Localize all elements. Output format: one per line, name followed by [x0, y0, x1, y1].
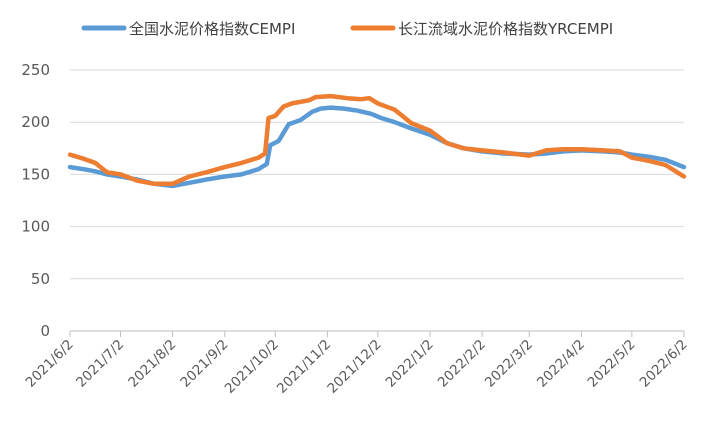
x-axis: 2021/6/22021/7/22021/8/22021/9/22021/10/…	[23, 330, 691, 397]
legend-label-cempi: 全国水泥价格指数CEMPI	[129, 20, 295, 38]
series-line-yrcempi	[67, 93, 687, 187]
x-tick-label: 2022/1/2	[383, 337, 437, 391]
x-tick-label: 2022/5/2	[584, 337, 638, 391]
gridlines	[70, 69, 684, 280]
y-tick-label: 50	[31, 270, 50, 288]
x-tick-label: 2021/10/2	[222, 337, 282, 397]
y-tick-label: 100	[21, 218, 50, 236]
x-tick-label: 2021/11/2	[274, 337, 334, 397]
x-tick-label: 2022/2/2	[435, 337, 489, 391]
x-tick-label: 2021/7/2	[73, 337, 127, 391]
x-tick-label: 2021/8/2	[125, 337, 179, 391]
y-tick-label: 250	[21, 61, 50, 79]
y-axis-ticks: 0 50 100 150 200 250	[21, 61, 50, 340]
series-lines	[67, 93, 687, 189]
y-tick-label: 200	[21, 113, 50, 131]
legend-label-yrcempi: 长江流域水泥价格指数YRCEMPI	[398, 20, 613, 38]
x-tick-label: 2022/3/2	[482, 337, 536, 391]
x-tick-label: 2022/4/2	[534, 337, 588, 391]
y-tick-label: 0	[40, 322, 50, 340]
y-tick-label: 150	[21, 165, 50, 183]
x-tick-label: 2021/6/2	[23, 337, 77, 391]
legend: 全国水泥价格指数CEMPI 长江流域水泥价格指数YRCEMPI	[81, 20, 613, 38]
x-tick-label: 2022/6/2	[637, 337, 691, 391]
x-tick-label: 2021/12/2	[324, 337, 384, 397]
